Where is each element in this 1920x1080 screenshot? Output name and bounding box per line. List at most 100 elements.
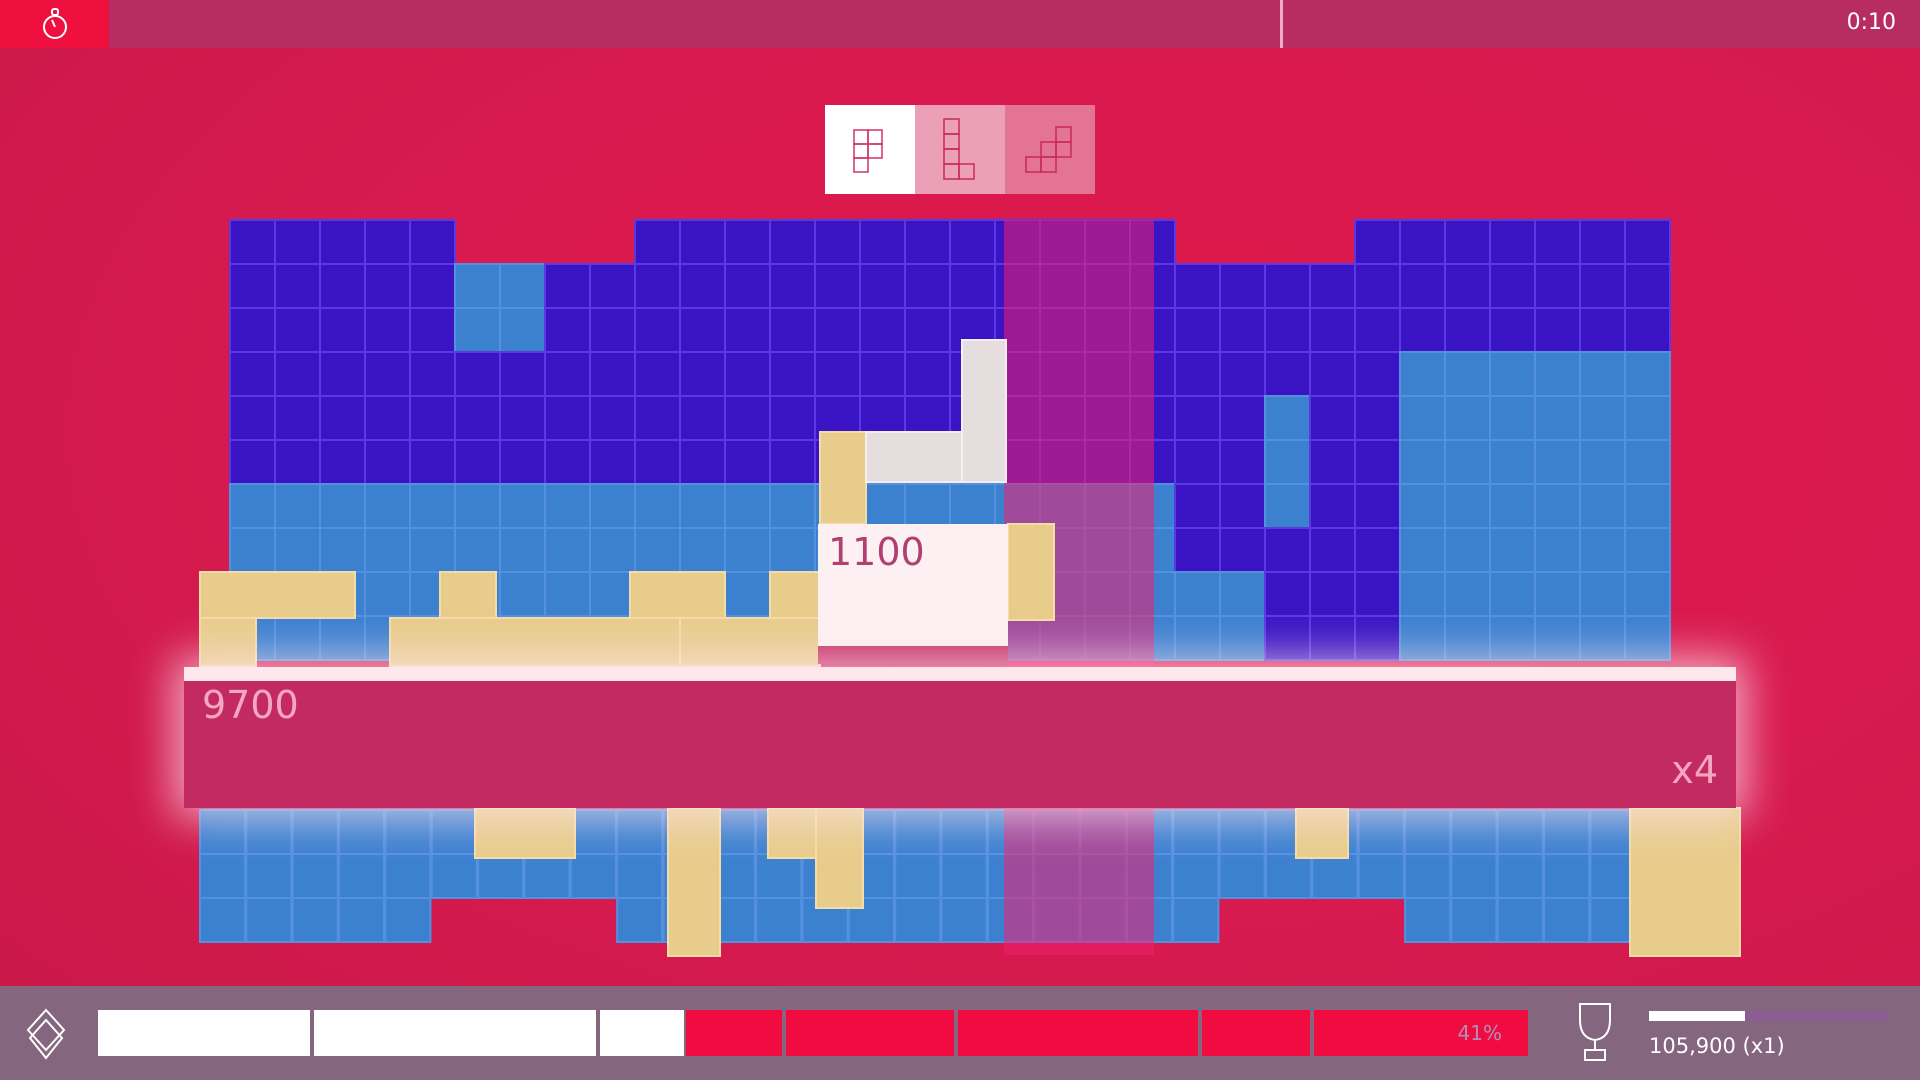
grid-cell (724, 219, 771, 265)
grid-cell (1450, 897, 1498, 943)
grid-cell (1579, 439, 1626, 485)
grid-cell (1624, 307, 1671, 353)
l-piece-icon (915, 105, 1005, 194)
grid-cell (1309, 263, 1356, 309)
grid-cell (634, 527, 681, 573)
grid-cell (1624, 219, 1671, 265)
grid-cell (454, 483, 501, 529)
diamond-icon (24, 1008, 68, 1064)
grid-cell (499, 483, 546, 529)
grid-cell (384, 853, 432, 899)
grid-cell (1444, 307, 1491, 353)
grid-cell (245, 853, 293, 899)
grid-cell (1496, 809, 1544, 855)
grid-cell (679, 439, 726, 485)
grid-cell (544, 571, 591, 617)
grid-cell (274, 439, 321, 485)
grid-cell (364, 219, 411, 265)
grid-cell (1174, 395, 1221, 441)
grid-cell (1219, 395, 1266, 441)
grid-cell (409, 395, 456, 441)
grid-cell (724, 439, 771, 485)
grid-cell (1534, 615, 1581, 661)
grid-cell (1579, 307, 1626, 353)
grid-cell (499, 395, 546, 441)
grid-cell (1354, 351, 1401, 397)
grid-cell (589, 439, 636, 485)
grid-cell (1354, 263, 1401, 309)
grid-cell (769, 439, 816, 485)
grid-cell (409, 439, 456, 485)
grid-cell (1489, 351, 1536, 397)
grid-cell (1174, 307, 1221, 353)
grid-cell (1579, 263, 1626, 309)
grid-cell (1399, 351, 1446, 397)
grid-cell (454, 439, 501, 485)
grid-cell (430, 853, 478, 899)
grid-cell (1354, 395, 1401, 441)
grid-cell (940, 809, 988, 855)
grid-cell (1309, 351, 1356, 397)
grid-cell (589, 351, 636, 397)
stopwatch-icon (0, 0, 109, 48)
grid-cell (1534, 527, 1581, 573)
grid-cell (904, 263, 951, 309)
grid-cell (1444, 571, 1491, 617)
grid-cell (1399, 439, 1446, 485)
grid-cell (1354, 571, 1401, 617)
grid-cell (634, 307, 681, 353)
grid-cell (1489, 439, 1536, 485)
grid-cell (1265, 853, 1313, 899)
grid-cell (1174, 439, 1221, 485)
grid-cell (769, 483, 816, 529)
placed-block (1295, 807, 1349, 859)
game-board[interactable] (0, 0, 1920, 980)
trophy-icon (1572, 1000, 1618, 1068)
grid-cell (724, 351, 771, 397)
grid-cell (229, 219, 276, 265)
grid-cell (1399, 527, 1446, 573)
grid-cell (364, 351, 411, 397)
grid-cell (859, 307, 906, 353)
grid-cell (894, 897, 942, 943)
time-marker (1280, 0, 1283, 48)
time-remaining: 0:10 (1846, 10, 1896, 35)
placed-block (1007, 523, 1055, 621)
grid-cell (1489, 483, 1536, 529)
grid-cell (338, 809, 386, 855)
grid-cell (634, 395, 681, 441)
grid-cell (1264, 439, 1311, 485)
grid-cell (384, 809, 432, 855)
grid-cell (1399, 395, 1446, 441)
grid-cell (229, 263, 276, 309)
grid-cell (814, 219, 861, 265)
grid-cell (274, 527, 321, 573)
placed-block (667, 807, 721, 957)
grid-cell (544, 527, 591, 573)
grid-cell (1357, 809, 1405, 855)
grid-cell (1174, 571, 1221, 617)
grid-cell (499, 527, 546, 573)
grid-cell (1354, 307, 1401, 353)
grid-cell (1496, 853, 1544, 899)
grid-cell (319, 307, 366, 353)
grid-cell (319, 351, 366, 397)
grid-cell (589, 263, 636, 309)
w-piece-icon (1005, 105, 1095, 194)
grid-cell (1174, 351, 1221, 397)
grid-cell (1219, 263, 1266, 309)
progress-segment-empty (1202, 1010, 1310, 1056)
bottom-bar: 41% 105,900 (x1) (0, 986, 1920, 1080)
grid-cell (499, 307, 546, 353)
grid-cell (569, 809, 617, 855)
grid-cell (338, 853, 386, 899)
grid-cell (1219, 351, 1266, 397)
grid-cell (364, 571, 411, 617)
grid-cell (1489, 571, 1536, 617)
grid-cell (1309, 527, 1356, 573)
grid-cell (755, 897, 803, 943)
grid-cell (616, 809, 664, 855)
grid-cell (499, 351, 546, 397)
grid-cell (1444, 395, 1491, 441)
grid-cell (679, 219, 726, 265)
